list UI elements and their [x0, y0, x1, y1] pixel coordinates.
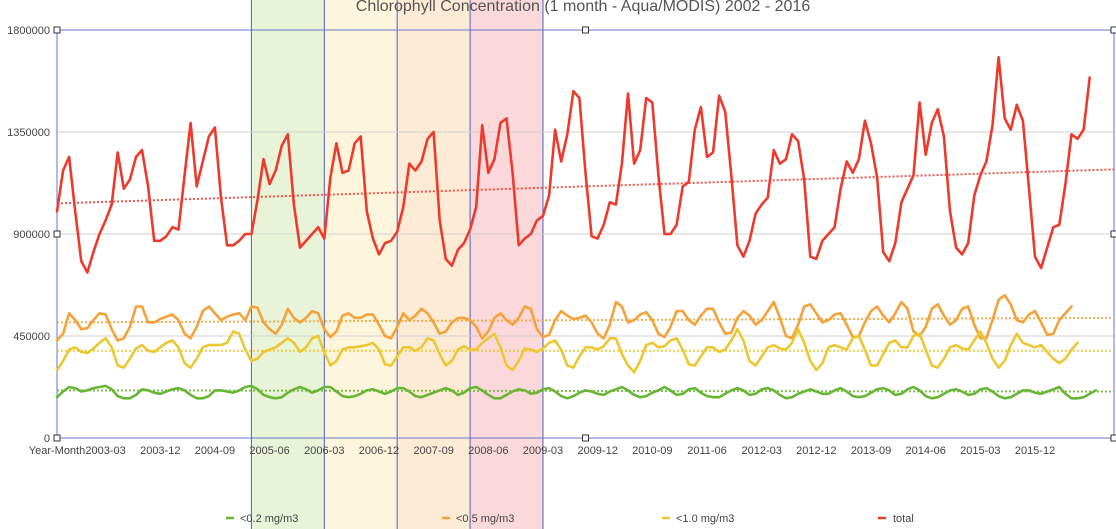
y-tick-label: 450000: [13, 331, 50, 343]
x-tick-label: 2010-09: [632, 445, 672, 457]
x-axis-ticks: 2003-03 2003-12 2004-09 2005-06 2006-03 2006-…: [85, 445, 1055, 457]
highlight-band-1: [251, 0, 325, 529]
x-tick-label: 2005-06: [249, 445, 289, 457]
y-tick-label: 0: [44, 433, 50, 445]
selection-handle[interactable]: [582, 434, 589, 442]
highlight-band-3: [397, 0, 471, 529]
selection-handle[interactable]: [53, 26, 61, 34]
x-tick-label: 2015-12: [1015, 445, 1055, 457]
legend-label: <0.2 mg/m3: [240, 513, 298, 525]
x-tick-label: 2003-03: [85, 445, 125, 457]
x-tick-label: 2011-06: [687, 445, 727, 457]
x-tick-label: 2008-06: [468, 445, 508, 457]
legend-label: <1.0 mg/m3: [676, 513, 734, 525]
x-tick-label: 2007-09: [413, 445, 453, 457]
highlight-band-4: [470, 0, 543, 529]
x-tick-label: 2006-03: [304, 445, 344, 457]
trend-line: [56, 168, 1115, 205]
chart-title: Chlorophyll Concentration (1 month - Aqu…: [356, 0, 811, 15]
x-tick-label: 2013-09: [851, 445, 891, 457]
selection-handle[interactable]: [53, 434, 61, 442]
x-tick-label: 2009-12: [577, 445, 617, 457]
y-tick-label: 900000: [13, 229, 50, 241]
series-line: [55, 55, 1091, 274]
x-tick-label: 2012-03: [741, 445, 781, 457]
y-axis-ticks: 1800000 1350000 900000 450000 0: [7, 25, 50, 445]
selection-handles[interactable]: [53, 26, 1116, 442]
series-line: [55, 327, 1079, 374]
selection-handle[interactable]: [1110, 230, 1116, 238]
highlight-band-2: [324, 0, 398, 529]
x-tick-label: 2003-12: [140, 445, 180, 457]
x-tick-label: 2014-06: [905, 445, 945, 457]
selection-handle[interactable]: [1110, 434, 1116, 442]
x-tick-label: 2009-03: [523, 445, 563, 457]
y-tick-label: 1350000: [7, 127, 50, 139]
legend: <0.2 mg/m3 <0.5 mg/m3 <1.0 mg/m3 total: [226, 513, 914, 525]
selection-handle[interactable]: [1110, 26, 1116, 34]
gridlines: [56, 29, 1115, 439]
legend-label: total: [893, 513, 914, 525]
trend-line: [56, 316, 1115, 324]
x-tick-label: 2006-12: [359, 445, 399, 457]
selection-handle[interactable]: [53, 230, 61, 238]
series-line: [55, 293, 1073, 342]
legend-label: <0.5 mg/m3: [456, 513, 514, 525]
y-tick-label: 1800000: [7, 25, 50, 37]
trend-lines: [56, 168, 1115, 393]
x-tick-label: 2012-12: [796, 445, 836, 457]
x-tick-label: 2004-09: [195, 445, 235, 457]
selection-handle[interactable]: [582, 26, 589, 34]
series-line: [55, 384, 1098, 400]
x-tick-label: 2015-03: [960, 445, 1000, 457]
series-lines: [55, 55, 1098, 400]
highlight-bands: [250, 0, 544, 529]
x-axis-title: Year-Month: [29, 445, 85, 457]
